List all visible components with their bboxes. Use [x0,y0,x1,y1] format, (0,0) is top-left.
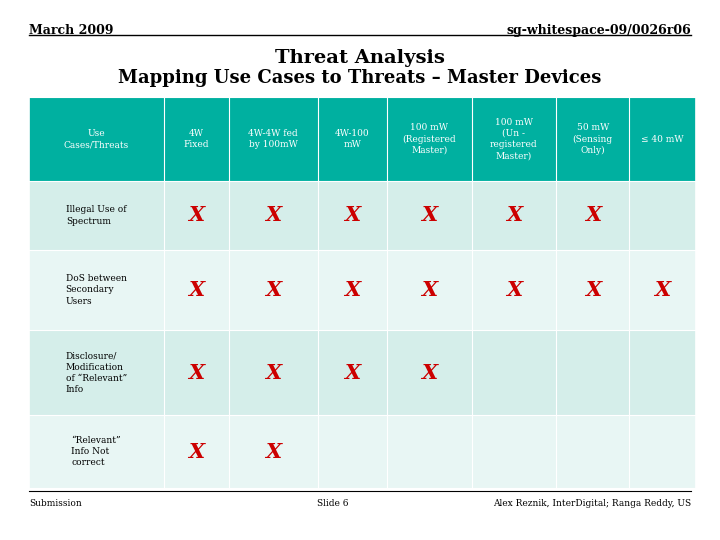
FancyBboxPatch shape [29,97,163,181]
Text: 4W
Fixed: 4W Fixed [184,129,209,149]
Text: X: X [421,362,437,383]
FancyBboxPatch shape [629,330,695,415]
FancyBboxPatch shape [318,330,387,415]
Text: X: X [265,442,282,462]
FancyBboxPatch shape [629,415,695,488]
Text: Alex Reznik, InterDigital; Ranga Reddy, US: Alex Reznik, InterDigital; Ranga Reddy, … [493,500,691,509]
FancyBboxPatch shape [318,181,387,250]
FancyBboxPatch shape [629,97,695,181]
Text: sg-whitespace-09/0026r06: sg-whitespace-09/0026r06 [506,24,691,37]
FancyBboxPatch shape [163,250,229,330]
FancyBboxPatch shape [557,250,629,330]
FancyBboxPatch shape [387,250,472,330]
FancyBboxPatch shape [229,181,318,250]
FancyBboxPatch shape [318,415,387,488]
FancyBboxPatch shape [229,97,318,181]
FancyBboxPatch shape [557,181,629,250]
Text: X: X [505,205,522,226]
Text: X: X [585,280,601,300]
FancyBboxPatch shape [29,415,163,488]
Text: X: X [188,442,204,462]
FancyBboxPatch shape [387,415,472,488]
Text: March 2009: March 2009 [29,24,113,37]
Text: X: X [505,280,522,300]
Text: “Relevant”
Info Not
correct: “Relevant” Info Not correct [71,436,121,467]
Text: Use
Cases/Threats: Use Cases/Threats [63,129,129,149]
FancyBboxPatch shape [163,330,229,415]
FancyBboxPatch shape [557,415,629,488]
FancyBboxPatch shape [163,97,229,181]
Text: Disclosure/
Modification
of “Relevant”
Info: Disclosure/ Modification of “Relevant” I… [66,352,127,394]
FancyBboxPatch shape [29,330,163,415]
FancyBboxPatch shape [229,250,318,330]
Text: X: X [654,280,670,300]
Text: X: X [188,205,204,226]
FancyBboxPatch shape [229,330,318,415]
FancyBboxPatch shape [629,250,695,330]
FancyBboxPatch shape [163,415,229,488]
FancyBboxPatch shape [387,97,472,181]
Text: X: X [421,205,437,226]
Text: X: X [585,205,601,226]
Text: X: X [265,280,282,300]
Text: ≤ 40 mW: ≤ 40 mW [641,134,683,144]
Text: X: X [344,280,360,300]
Text: Threat Analysis: Threat Analysis [275,49,445,66]
Text: Slide 6: Slide 6 [317,500,348,509]
Text: 4W-100
mW: 4W-100 mW [335,129,369,149]
Text: Illegal Use of
Spectrum: Illegal Use of Spectrum [66,205,127,226]
Text: 100 mW
(Un -
registered
Master): 100 mW (Un - registered Master) [490,118,538,160]
Text: 50 mW
(Sensing
Only): 50 mW (Sensing Only) [572,123,613,155]
Text: X: X [344,362,360,383]
FancyBboxPatch shape [472,250,557,330]
FancyBboxPatch shape [472,97,557,181]
FancyBboxPatch shape [472,415,557,488]
FancyBboxPatch shape [472,181,557,250]
Text: X: X [265,362,282,383]
FancyBboxPatch shape [629,181,695,250]
FancyBboxPatch shape [229,415,318,488]
FancyBboxPatch shape [387,330,472,415]
FancyBboxPatch shape [29,250,163,330]
FancyBboxPatch shape [472,330,557,415]
Text: DoS between
Secondary
Users: DoS between Secondary Users [66,274,127,306]
FancyBboxPatch shape [557,330,629,415]
FancyBboxPatch shape [557,97,629,181]
FancyBboxPatch shape [318,250,387,330]
Text: X: X [188,280,204,300]
Text: Submission: Submission [29,500,81,509]
Text: X: X [344,205,360,226]
FancyBboxPatch shape [29,181,163,250]
Text: 100 mW
(Registered
Master): 100 mW (Registered Master) [402,123,456,155]
Text: Mapping Use Cases to Threats – Master Devices: Mapping Use Cases to Threats – Master De… [118,69,602,87]
Text: X: X [265,205,282,226]
FancyBboxPatch shape [318,97,387,181]
FancyBboxPatch shape [387,181,472,250]
FancyBboxPatch shape [163,181,229,250]
Text: 4W-4W fed
by 100mW: 4W-4W fed by 100mW [248,129,298,149]
Text: X: X [188,362,204,383]
Text: X: X [421,280,437,300]
